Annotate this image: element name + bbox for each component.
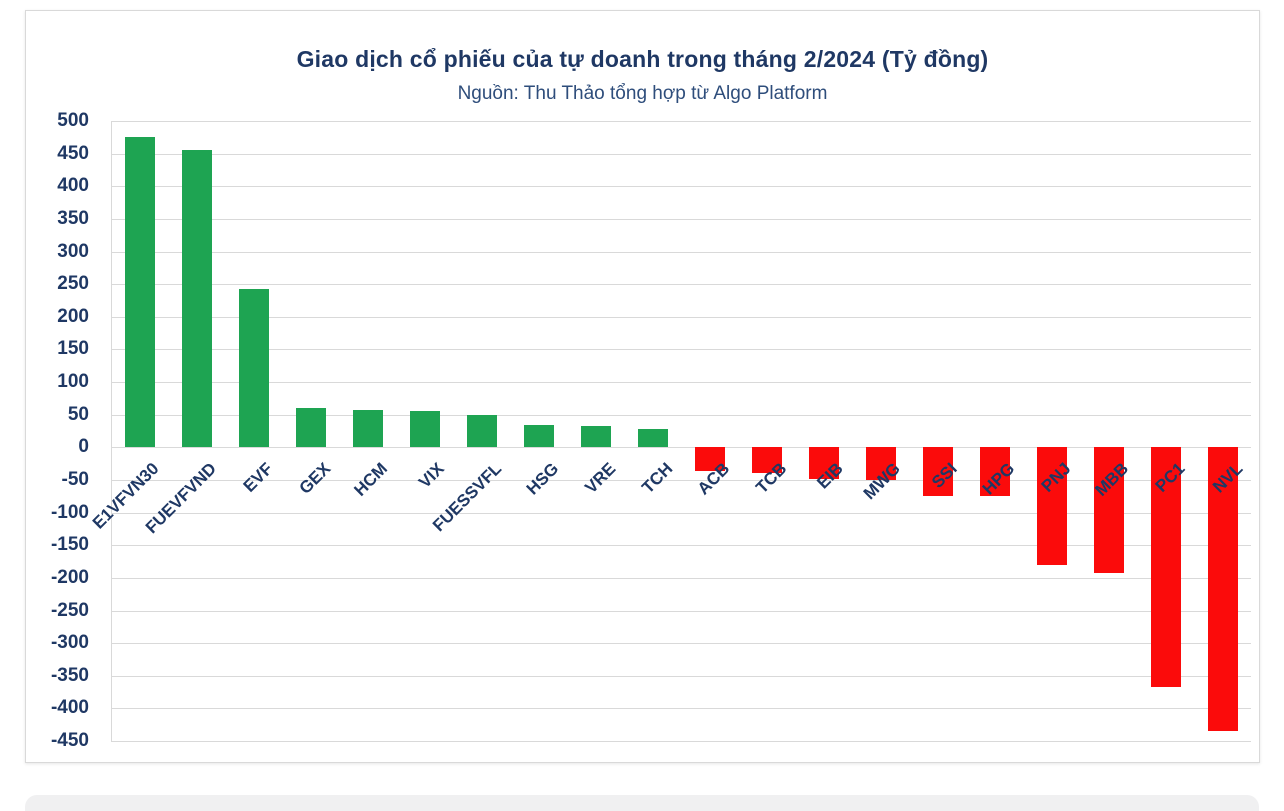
bar-pc1 (1150, 447, 1181, 687)
gridline (111, 512, 1251, 514)
bar-gex (295, 408, 326, 448)
chart-card: Giao dịch cổ phiếu của tự doanh trong th… (25, 10, 1260, 763)
gridline (111, 382, 1251, 384)
x-tick-label-hsg: HSG (522, 459, 562, 499)
bar-mwg (865, 447, 896, 480)
gridline (111, 708, 1251, 710)
bar-pnj (1036, 447, 1067, 565)
gridline (111, 545, 1251, 547)
bar-mbb (1093, 447, 1124, 573)
gridline (111, 643, 1251, 645)
bar-hcm (352, 409, 383, 448)
x-tick-label-gex: GEX (295, 459, 334, 499)
bar-vix (409, 411, 440, 448)
bar-hsg (523, 424, 554, 448)
bar-tcb (751, 447, 782, 474)
gridline (111, 153, 1251, 155)
bar-e1vfvn30 (124, 137, 155, 448)
gridline (111, 349, 1251, 351)
y-tick-label: 0 (78, 436, 89, 458)
x-tick-label-vix: VIX (415, 459, 448, 493)
y-tick-label: 100 (57, 371, 89, 393)
bar-evf (238, 289, 269, 448)
y-tick-label: -300 (50, 632, 89, 654)
gridline (111, 479, 1251, 481)
y-tick-label: 500 (57, 110, 89, 131)
bar-acb (694, 447, 725, 471)
y-tick-label: 450 (57, 142, 89, 164)
bar-eib (808, 447, 839, 479)
y-tick-label: -50 (61, 468, 89, 490)
gridline (111, 186, 1251, 188)
bar-vre (580, 425, 611, 448)
x-tick-label-tch: TCH (637, 459, 676, 498)
gridline (111, 610, 1251, 612)
chart-subtitle: Nguồn: Thu Thảo tổng hợp từ Algo Platfor… (457, 83, 828, 104)
y-tick-label: -450 (50, 730, 89, 751)
y-tick-label: 300 (57, 240, 89, 262)
y-tick-label: 150 (57, 338, 89, 360)
y-tick-label: 250 (57, 273, 89, 295)
y-tick-label: -400 (50, 697, 89, 719)
y-tick-label: 50 (67, 403, 89, 425)
gridline (111, 577, 1251, 579)
gridline (111, 121, 1251, 122)
y-tick-label: -100 (50, 501, 89, 523)
bar-ssi (922, 447, 953, 496)
bar-hpg (979, 447, 1010, 497)
y-tick-label: -250 (50, 599, 89, 621)
bar-fuessvfl (466, 415, 497, 448)
y-tick-label: 200 (57, 305, 89, 327)
y-tick-label: -350 (50, 664, 89, 686)
bar-tch (637, 429, 668, 448)
y-tick-label: 400 (57, 175, 89, 197)
gridline (111, 414, 1251, 416)
x-tick-label-vre: VRE (580, 459, 619, 498)
chart-title: Giao dịch cổ phiếu của tự doanh trong th… (296, 46, 989, 72)
y-tick-label: 350 (57, 207, 89, 229)
zero-gridline (111, 447, 1251, 449)
gridline (111, 741, 1251, 742)
x-tick-label-evf: EVF (240, 459, 277, 497)
gridline (111, 218, 1251, 220)
y-axis-line (111, 121, 112, 741)
bar-nvl (1207, 447, 1238, 732)
gridline (111, 316, 1251, 318)
gridline (111, 675, 1251, 677)
gridline (111, 251, 1251, 253)
bar-fuevfvnd (181, 150, 212, 448)
y-tick-label: -150 (50, 534, 89, 556)
gridline (111, 284, 1251, 286)
bottom-panel (25, 795, 1259, 811)
y-tick-label: -200 (50, 566, 89, 588)
